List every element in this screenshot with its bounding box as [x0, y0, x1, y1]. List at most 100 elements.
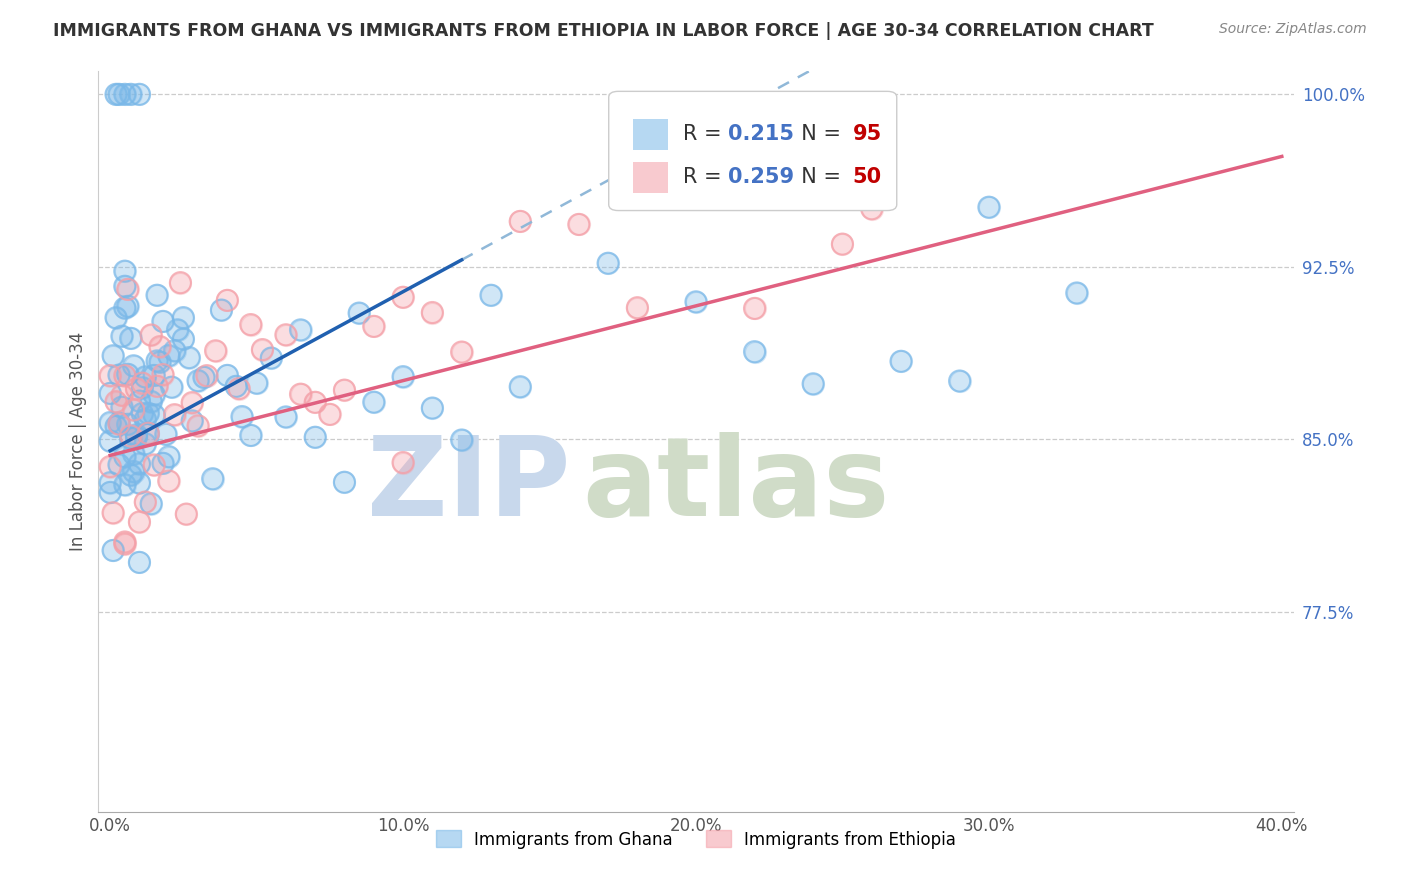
- Point: [122, 359, 145, 373]
- Point: [187, 374, 209, 388]
- Point: [157, 474, 180, 488]
- Point: [131, 381, 153, 395]
- Point: [392, 290, 415, 304]
- Point: [204, 343, 226, 358]
- Point: [392, 369, 415, 384]
- Point: [128, 394, 150, 409]
- Point: [125, 382, 148, 396]
- Point: [143, 408, 166, 422]
- Point: [128, 515, 150, 529]
- Point: [152, 314, 174, 328]
- Point: [977, 200, 1000, 214]
- Point: [239, 428, 262, 442]
- Point: [890, 354, 912, 368]
- Point: [304, 430, 326, 444]
- Point: [304, 395, 326, 409]
- Point: [117, 368, 139, 382]
- Point: [98, 459, 121, 474]
- FancyBboxPatch shape: [633, 161, 668, 193]
- Point: [125, 430, 148, 444]
- Point: [98, 368, 121, 383]
- Point: [101, 349, 124, 363]
- Point: [134, 412, 156, 426]
- Point: [319, 408, 342, 422]
- Point: [626, 301, 648, 315]
- Point: [201, 472, 224, 486]
- Point: [157, 450, 180, 464]
- Point: [134, 495, 156, 509]
- Point: [143, 387, 166, 401]
- Point: [114, 87, 136, 102]
- Point: [172, 310, 194, 325]
- Point: [98, 434, 121, 448]
- Point: [122, 465, 145, 479]
- Point: [274, 327, 297, 342]
- Point: [120, 431, 142, 445]
- Point: [204, 343, 226, 358]
- Point: [114, 450, 136, 464]
- Point: [274, 409, 297, 424]
- Point: [744, 344, 766, 359]
- Point: [166, 323, 188, 337]
- Point: [333, 383, 356, 397]
- Point: [105, 419, 128, 434]
- Point: [169, 276, 191, 290]
- Point: [128, 475, 150, 490]
- Point: [108, 458, 131, 472]
- Point: [105, 394, 128, 409]
- Point: [120, 331, 142, 345]
- Point: [181, 395, 204, 409]
- Point: [363, 395, 385, 409]
- Point: [128, 556, 150, 570]
- Point: [181, 414, 204, 428]
- Point: [392, 456, 415, 470]
- Point: [509, 380, 531, 394]
- Point: [146, 288, 169, 302]
- Point: [801, 376, 824, 391]
- Point: [117, 282, 139, 296]
- Point: [136, 426, 159, 441]
- Point: [422, 305, 444, 319]
- Point: [128, 515, 150, 529]
- Point: [125, 430, 148, 444]
- Point: [114, 537, 136, 551]
- Point: [114, 450, 136, 464]
- Point: [108, 87, 131, 102]
- Point: [120, 468, 142, 483]
- Point: [163, 408, 186, 422]
- Point: [128, 457, 150, 471]
- Point: [392, 456, 415, 470]
- Point: [105, 87, 128, 102]
- Point: [134, 412, 156, 426]
- Point: [136, 406, 159, 420]
- Point: [149, 355, 172, 369]
- Point: [509, 214, 531, 228]
- Point: [114, 264, 136, 278]
- Point: [422, 305, 444, 319]
- Point: [105, 419, 128, 434]
- Point: [290, 387, 312, 401]
- Point: [422, 401, 444, 415]
- Point: [157, 349, 180, 363]
- Point: [134, 436, 156, 450]
- Point: [120, 87, 142, 102]
- Point: [744, 344, 766, 359]
- Point: [146, 354, 169, 368]
- Point: [304, 430, 326, 444]
- Point: [152, 368, 174, 382]
- Point: [111, 388, 134, 402]
- Point: [114, 301, 136, 315]
- Point: [111, 329, 134, 343]
- Point: [146, 379, 169, 393]
- Point: [149, 340, 172, 354]
- Point: [568, 218, 591, 232]
- Point: [136, 427, 159, 442]
- Point: [333, 383, 356, 397]
- Point: [157, 349, 180, 363]
- Point: [333, 475, 356, 490]
- Point: [626, 301, 648, 315]
- Text: N =: N =: [787, 124, 848, 145]
- Point: [98, 416, 121, 430]
- Point: [143, 458, 166, 472]
- Point: [685, 294, 707, 309]
